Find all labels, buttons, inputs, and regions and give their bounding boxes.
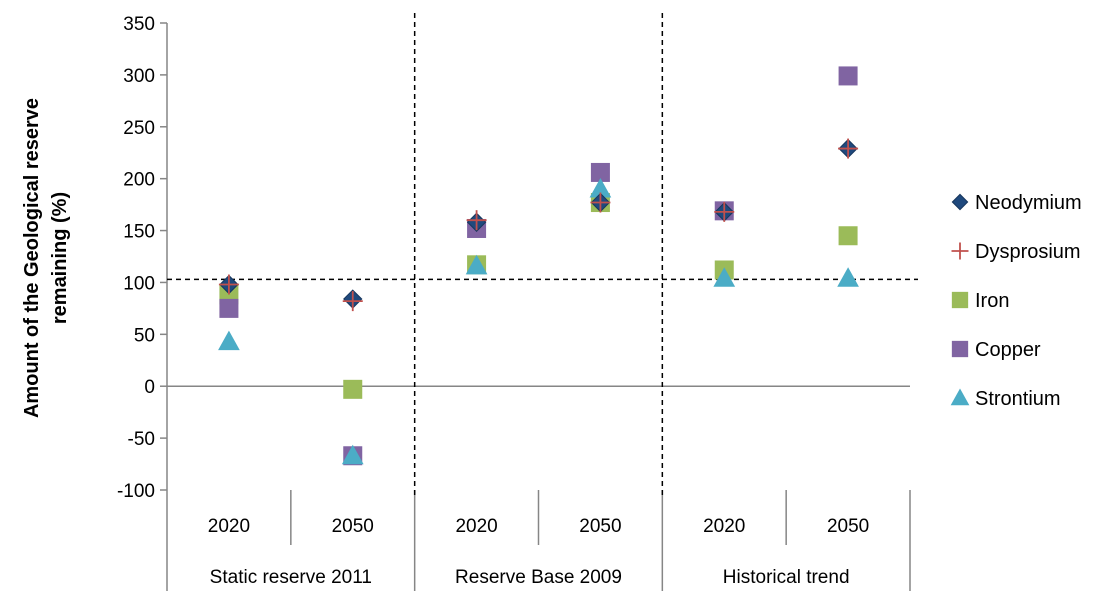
point-strontium [341,444,364,465]
legend-marker-strontium [950,388,970,406]
legend-marker-neodymium [951,193,969,211]
point-strontium [465,254,488,275]
point-dysprosium [466,210,487,231]
legend: Neodymium Dysprosium Iron Copper Strontium [950,192,1082,410]
point-strontium [713,267,736,287]
x-tick-label: 2020 [703,516,745,537]
x-tick-label: 2020 [455,516,497,537]
x-tick-label: 2020 [208,516,250,537]
y-axis-label-line-1: Amount of the Geological reserve [21,98,43,418]
point-dysprosium [714,201,735,222]
y-tick-label: 50 [134,325,155,346]
group-label: Reserve Base 2009 [455,567,622,588]
x-tick-label: 2050 [827,516,869,537]
point-dysprosium [218,274,239,295]
point-dysprosium [838,138,859,159]
x-tick-label: 2050 [332,516,374,537]
group-label: Static reserve 2011 [210,567,372,588]
point-strontium [837,267,859,287]
data-marks [218,66,859,466]
legend-marker-dysprosium [951,242,969,260]
reference-lines [167,13,918,497]
point-copper [219,298,239,318]
y-tick-label: 300 [123,66,155,87]
point-strontium [218,330,240,351]
y-tick-label: 250 [123,118,155,139]
legend-label-neodymium: Neodymium [975,192,1082,214]
legend-label-strontium: Strontium [975,388,1061,410]
legend-label-dysprosium: Dysprosium [975,241,1081,263]
point-iron [343,379,363,399]
point-dysprosium [590,192,611,213]
point-dysprosium [342,291,363,312]
point-copper [838,66,858,86]
point-iron [838,226,858,246]
axes: -100 -50 0 50 100 150 200 250 300 350 2020 2050 2020… [117,14,911,591]
legend-marker-copper [951,340,969,358]
y-tick-label: 100 [123,273,155,294]
x-tick-label: 2050 [579,516,621,537]
y-tick-label: -100 [117,481,155,502]
legend-label-iron: Iron [975,290,1009,312]
y-axis-label-line-2: remaining (%) [49,192,71,324]
legend-label-copper: Copper [975,339,1041,361]
legend-marker-iron [951,291,969,309]
y-tick-label: 350 [123,14,155,35]
group-label: Historical trend [723,567,850,588]
y-tick-label: 200 [123,170,155,191]
y-tick-label: 0 [144,377,155,398]
y-tick-label: 150 [123,222,155,243]
y-tick-label: -50 [128,429,155,450]
y-axis-label: Amount of the Geological reserve remaini… [21,98,71,418]
